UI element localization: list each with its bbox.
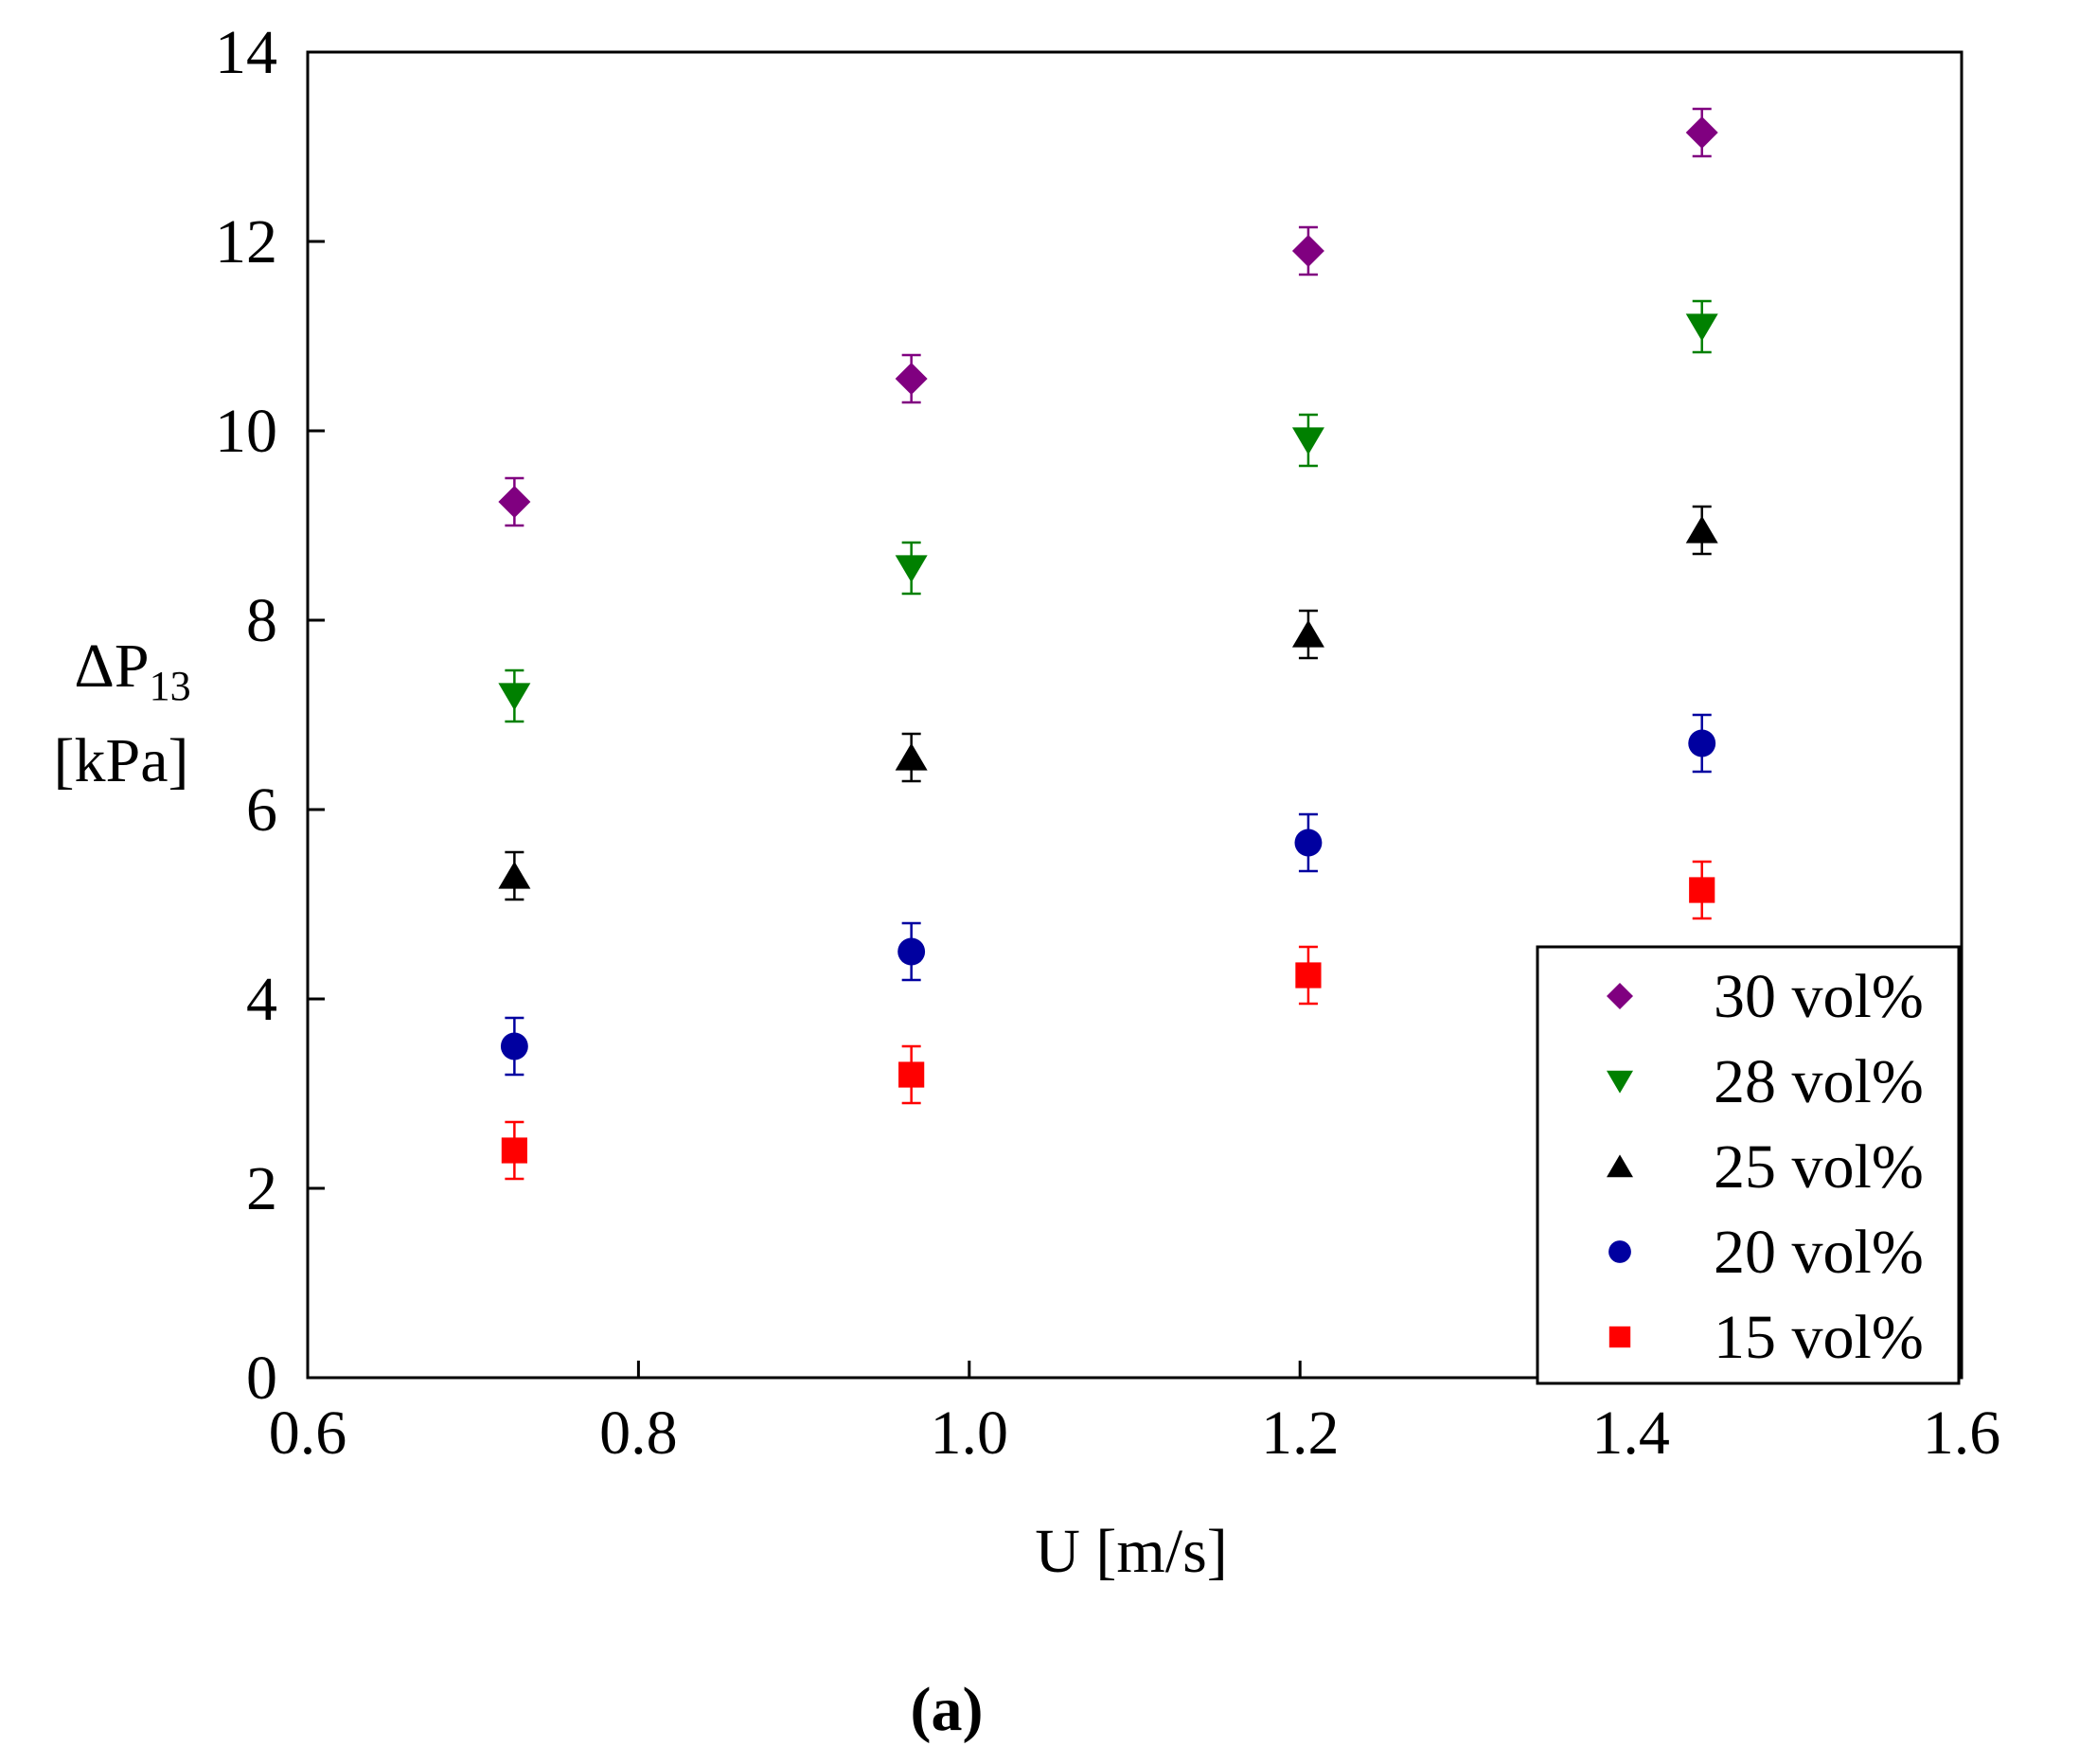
diamond-marker [895,363,928,395]
triangle-down-marker [498,683,531,711]
square-marker [1689,877,1715,903]
x-axis-title: U [m/s] [1035,1517,1227,1586]
legend-label: 28 vol% [1714,1047,1924,1116]
circle-marker [897,937,926,966]
data-point-group [1685,299,1718,354]
data-point-group [1689,860,1715,920]
y-tick-label: 4 [246,965,277,1034]
data-point-group [895,541,928,596]
data-point-group [1685,107,1718,158]
data-point-group [1294,812,1323,873]
diamond-marker [1607,983,1633,1009]
square-marker [1295,962,1322,989]
legend-box [1536,945,1961,1385]
triangle-down-marker [1291,427,1324,455]
data-point-group [500,1016,528,1077]
circle-marker [500,1032,528,1060]
legend-label: 20 vol% [1714,1218,1924,1287]
data-points [498,107,1718,1181]
data-point-group [895,732,928,783]
y-axis-title-subscript: 13 [150,663,191,709]
y-tick-label: 0 [246,1344,277,1413]
data-point-group [498,850,531,901]
data-point-group [1291,609,1324,660]
legend-label: 25 vol% [1714,1132,1924,1202]
legend-label: 15 vol% [1714,1303,1924,1372]
y-tick-label: 2 [246,1154,277,1223]
plot-frame [306,50,1964,1380]
data-point-group [498,668,531,723]
triangle-up-marker [1685,515,1718,543]
x-tick-label: 1.4 [1591,1399,1670,1468]
data-point-group [1685,505,1718,556]
legend: 30 vol% 28 vol% 25 vol% 20 vol% 15 vol% [1536,945,1961,1385]
y-tick-label: 6 [246,775,277,845]
circle-marker [1608,1240,1631,1263]
y-tick-label: 12 [215,207,277,276]
x-tick-label: 1.0 [931,1399,1009,1468]
panel-label: (a) [911,1675,984,1744]
data-point-group [1688,713,1716,774]
diamond-marker [1685,116,1718,149]
square-marker [898,1061,925,1088]
legend-label: 30 vol% [1714,962,1924,1031]
axes [306,50,1964,1380]
triangle-down-marker [1685,313,1718,342]
diamond-marker [498,486,531,518]
panel-label-letter: a [932,1675,963,1744]
triangle-up-marker [895,742,928,771]
y-axis-unit: [kPa] [54,726,189,795]
data-point-group [501,1120,527,1181]
x-tick-label: 1.2 [1261,1399,1340,1468]
triangle-up-marker [498,861,531,889]
triangle-down-marker [1607,1070,1633,1094]
data-point-group [1291,413,1324,468]
axis-ticks: 0.6 0.8 1.0 1.2 1.4 1.6 0 2 4 6 8 10 12 14 [215,18,2000,1468]
triangle-up-marker [1607,1154,1633,1178]
y-tick-label: 14 [215,18,277,87]
data-point-group [897,921,926,982]
diamond-marker [1291,235,1324,267]
square-marker [1608,1326,1631,1348]
y-axis-title-main: ΔP [74,632,149,701]
square-marker [501,1137,527,1164]
data-point-group [1291,225,1324,276]
triangle-up-marker [1291,619,1324,648]
circle-marker [1294,829,1323,857]
circle-marker [1688,729,1716,757]
y-tick-label: 8 [246,586,277,655]
x-tick-label: 0.6 [269,1399,347,1468]
data-point-group [498,476,531,527]
x-tick-label: 1.6 [1923,1399,2001,1468]
y-axis-title: ΔP13 [74,632,190,709]
y-tick-label: 10 [215,397,277,466]
data-point-group [895,353,928,404]
triangle-down-marker [895,555,928,583]
data-point-group [1295,945,1322,1006]
data-point-group [898,1044,925,1105]
x-tick-label: 0.8 [599,1399,678,1468]
